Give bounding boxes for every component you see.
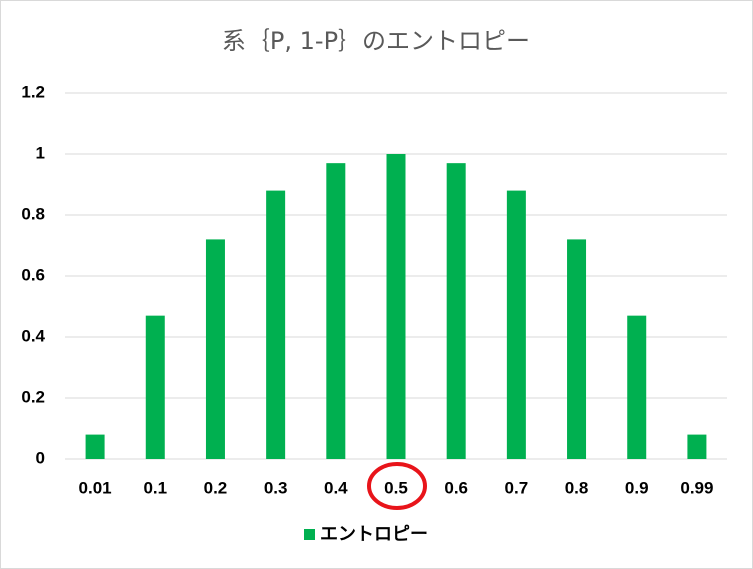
bar (326, 163, 346, 459)
y-tick-label: 0.6 (21, 265, 45, 284)
bar (567, 239, 587, 459)
x-tick-label: 0.6 (444, 478, 468, 497)
x-tick-label: 0.99 (680, 478, 713, 497)
x-tick-label: 0.01 (79, 478, 112, 497)
legend-swatch (304, 529, 315, 540)
y-tick-label: 0.4 (21, 326, 45, 345)
bar (266, 190, 286, 459)
y-tick-label: 0 (36, 448, 45, 467)
y-tick-label: 1 (36, 143, 45, 162)
bar (145, 315, 165, 459)
x-tick-label: 0.9 (625, 478, 649, 497)
bar (506, 190, 526, 459)
y-tick-label: 1.2 (21, 82, 45, 101)
chart-title: 系｛P, 1-P｝のエントロピー (222, 27, 530, 55)
x-tick-label: 0.3 (264, 478, 288, 497)
x-tick-label: 0.7 (505, 478, 529, 497)
x-tick-label: 0.1 (143, 478, 167, 497)
x-tick-label: 0.5 (384, 478, 408, 497)
highlight-circle (367, 462, 427, 510)
y-tick-label: 0.8 (21, 204, 45, 223)
bar (687, 434, 707, 459)
bar (386, 154, 406, 459)
bar (627, 315, 647, 459)
bar (205, 239, 225, 459)
bar (446, 163, 466, 459)
x-tick-label: 0.8 (565, 478, 589, 497)
plot-area: 0 0.2 0.4 0.6 0.8 1 1.2 0.01 0.1 0.2 0.3 0.4 0.5 0.6 0… (21, 82, 727, 545)
x-tick-label: 0.4 (324, 478, 348, 497)
y-tick-label: 0.2 (21, 387, 45, 406)
bar (85, 434, 105, 459)
x-tick-label: 0.2 (204, 478, 228, 497)
legend-label: エントロピー (320, 524, 428, 545)
